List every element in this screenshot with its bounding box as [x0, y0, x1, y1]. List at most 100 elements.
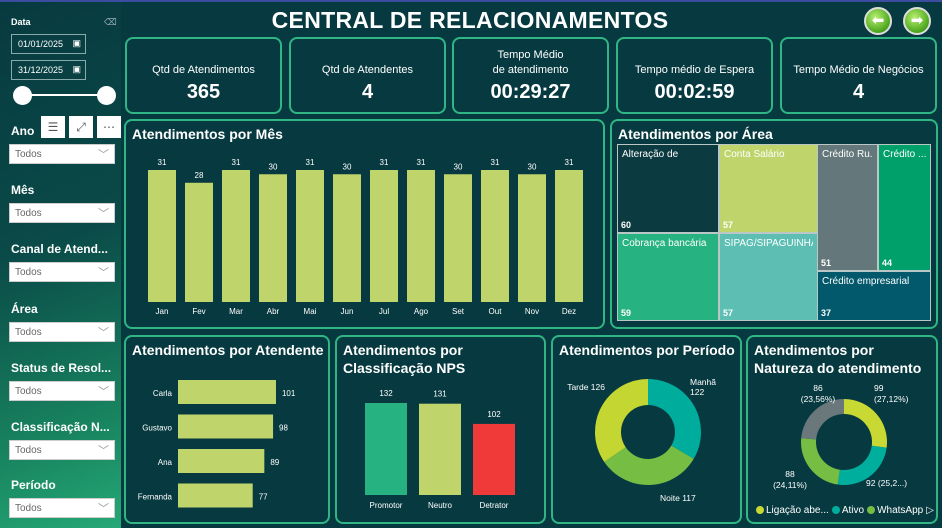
treemap-tile[interactable]: Conta Salário 57: [719, 144, 818, 233]
bar-Jun[interactable]: [333, 174, 361, 302]
bar-Nov[interactable]: [518, 174, 546, 302]
nature-donut-chart: 99 (27,12%) 92 (25,2...) 88 (24,11%) 86 (23,56…: [773, 383, 909, 490]
bar-Detrator[interactable]: [473, 423, 515, 495]
filter-label: Ano: [11, 124, 35, 138]
bar-Neutro[interactable]: [419, 403, 461, 495]
x-tick-label: Ago: [414, 307, 429, 316]
tile-label: Crédito empresarial: [822, 276, 910, 287]
tile-value: 44: [882, 258, 893, 268]
panel-nature: Atendimentos por Natureza do atendimento…: [746, 335, 938, 524]
arrow-left-icon: ⬅: [871, 12, 885, 29]
data-label: 31: [306, 158, 315, 167]
bar-Ago[interactable]: [407, 170, 435, 302]
treemap-tile[interactable]: SIPAG/SIPAGUINHA 57: [719, 233, 818, 321]
filter-value: Todos: [15, 386, 42, 397]
donut-slice[interactable]: [595, 379, 648, 462]
calendar-icon[interactable]: ▣: [72, 38, 81, 48]
legend-label: Ligação abe...: [766, 505, 829, 516]
date-slider-end-handle[interactable]: [97, 86, 116, 105]
bar-Ana[interactable]: [178, 449, 265, 473]
data-label: 31: [158, 158, 167, 167]
panel-attendant: Atendimentos por Atendente Carla 101 Gusta…: [124, 335, 330, 524]
treemap-tile[interactable]: Crédito ... 44: [878, 144, 931, 271]
filter-label: Período: [11, 478, 56, 492]
legend-swatch: [867, 506, 876, 514]
filter-value: Todos: [15, 327, 42, 338]
bar-Fernanda[interactable]: [178, 483, 253, 508]
donut-slice[interactable]: [604, 445, 694, 485]
donut-slice[interactable]: [844, 399, 887, 448]
back-button[interactable]: ⬅: [864, 7, 892, 35]
bar-Out[interactable]: [481, 170, 509, 302]
kpi-card: Tempo médio de Espera 00:02:59: [616, 37, 773, 114]
chevron-down-icon: ﹀: [98, 267, 109, 279]
donut-slice[interactable]: [648, 379, 701, 459]
date-start-input[interactable]: 01/01/2025 ▣: [11, 34, 86, 54]
donut-slice[interactable]: [837, 445, 887, 485]
filter-dropdown[interactable]: Todos ﹀: [9, 440, 115, 460]
treemap-tile[interactable]: Cobrança bancária 59: [617, 233, 719, 321]
panel-title: Atendimentos por Atendente: [132, 342, 324, 358]
kpi-value: 4: [361, 81, 374, 103]
arrow-right-icon: ➡: [910, 12, 924, 29]
filter-dropdown[interactable]: Todos ﹀: [9, 262, 115, 282]
legend-item[interactable]: WhatsApp: [867, 505, 923, 516]
treemap-tile[interactable]: Crédito Ru... 51: [817, 144, 878, 271]
bar-Gustavo[interactable]: [178, 414, 274, 439]
legend-swatch: [756, 506, 764, 514]
tile-value: 59: [621, 308, 632, 318]
calendar-icon[interactable]: ▣: [72, 64, 81, 74]
filter-label: Classificação N...: [11, 420, 110, 434]
x-tick-label: Mar: [229, 307, 243, 316]
filter-dropdown[interactable]: Todos ﹀: [9, 381, 115, 401]
focus-mode-icon[interactable]: ⤢: [69, 116, 93, 138]
kpi-card: Tempo Médio de Negócios 4: [780, 37, 937, 114]
x-tick-label: Jan: [156, 307, 169, 316]
panel-title: Atendimentos por Área: [618, 126, 773, 142]
data-label: 92 (25,2...): [866, 478, 907, 488]
date-slider-start-handle[interactable]: [13, 86, 32, 105]
date-filter-label: Data: [11, 17, 31, 27]
bar-Promotor[interactable]: [365, 403, 407, 495]
bar-Mar[interactable]: [222, 170, 250, 302]
bar-Fev[interactable]: [185, 182, 213, 302]
filter-sidebar: Data ⌫ 01/01/2025 ▣ 31/12/2025 ▣ ☰ ⤢ ⋯ Ano…: [0, 2, 121, 528]
filter-dropdown[interactable]: Todos ﹀: [9, 203, 115, 223]
legend-item[interactable]: Ligação abe...: [756, 505, 829, 516]
bar-Dez[interactable]: [555, 170, 583, 302]
data-label: 102: [487, 410, 501, 419]
filter-dropdown[interactable]: Todos ﹀: [9, 322, 115, 342]
legend-item[interactable]: Ativo: [831, 505, 864, 516]
y-tick-label: Ana: [158, 458, 173, 467]
bar-Mai[interactable]: [296, 170, 324, 302]
filter-value: Todos: [15, 149, 42, 160]
bar-Jul[interactable]: [370, 170, 398, 302]
data-label: 31: [417, 158, 426, 167]
x-tick-label: Dez: [562, 307, 576, 316]
treemap-tile[interactable]: Crédito empresarial 37: [817, 271, 931, 321]
filter-icon[interactable]: ☰: [41, 116, 65, 138]
x-tick-label: Promotor: [370, 501, 403, 510]
date-end-input[interactable]: 31/12/2025 ▣: [11, 60, 86, 80]
more-options-icon[interactable]: ⋯: [97, 116, 121, 138]
data-label: 88 (24,11%): [773, 469, 807, 490]
data-label: 101: [282, 389, 296, 398]
bar-Set[interactable]: [444, 174, 472, 302]
treemap-tile[interactable]: Alteração de 60: [617, 144, 719, 233]
donut-slice[interactable]: [801, 399, 844, 440]
bar-Carla[interactable]: [178, 380, 276, 404]
tile-label: Crédito ...: [883, 149, 926, 160]
donut-slice[interactable]: [801, 438, 840, 485]
bar-Abr[interactable]: [259, 174, 287, 302]
legend-next-icon[interactable]: ▷: [926, 505, 934, 516]
forward-button[interactable]: ➡: [903, 7, 931, 35]
panel-period: Atendimentos por Período Manhã 122 Noite 1…: [551, 335, 742, 524]
bar-Jan[interactable]: [148, 170, 176, 302]
data-label: 30: [269, 162, 278, 171]
date-slider-track[interactable]: [22, 94, 106, 96]
filter-dropdown[interactable]: Todos ﹀: [9, 144, 115, 164]
eraser-icon[interactable]: ⌫: [104, 17, 117, 27]
data-label: 99 (27,12%): [874, 383, 909, 404]
data-label: 31: [565, 158, 574, 167]
filter-dropdown[interactable]: Todos ﹀: [9, 498, 115, 518]
